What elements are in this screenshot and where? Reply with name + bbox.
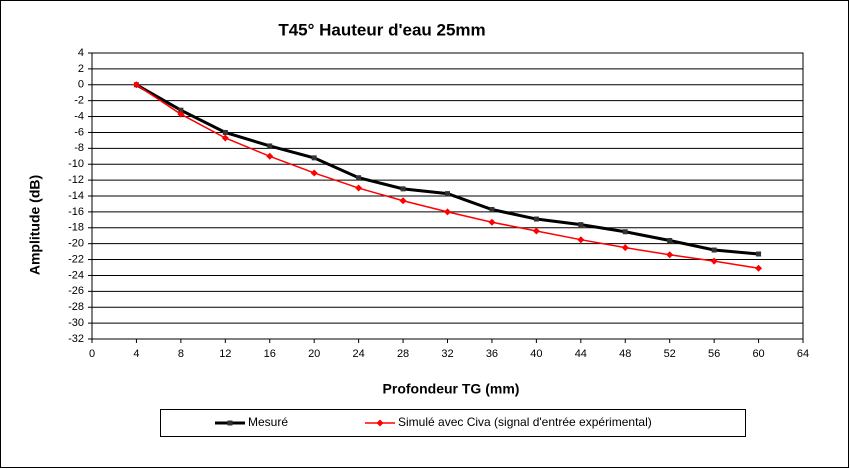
point bbox=[356, 175, 362, 181]
point bbox=[400, 186, 406, 192]
y-tick-label: 4 bbox=[78, 47, 84, 59]
legend-marker bbox=[227, 420, 233, 426]
x-tick-label: 4 bbox=[133, 348, 139, 360]
point bbox=[532, 227, 540, 235]
chart-title: T45° Hauteur d'eau 25mm bbox=[278, 20, 485, 39]
legend-label: Mesuré bbox=[248, 415, 288, 429]
point bbox=[710, 257, 718, 265]
legend bbox=[160, 409, 746, 437]
y-tick-label: -24 bbox=[68, 269, 84, 281]
x-tick-label: 0 bbox=[89, 348, 95, 360]
x-tick-label: 20 bbox=[308, 348, 320, 360]
x-tick-label: 28 bbox=[397, 348, 409, 360]
point bbox=[533, 216, 539, 222]
point bbox=[578, 222, 584, 228]
point bbox=[445, 191, 450, 197]
point bbox=[178, 107, 184, 113]
point bbox=[266, 152, 274, 160]
point bbox=[311, 155, 317, 161]
point bbox=[621, 244, 629, 252]
point bbox=[267, 143, 273, 149]
y-tick-label: 2 bbox=[78, 63, 84, 75]
y-tick-label: -30 bbox=[68, 317, 84, 329]
y-tick-label: -18 bbox=[68, 222, 84, 234]
x-tick-label: 32 bbox=[441, 348, 453, 360]
point bbox=[488, 218, 496, 226]
point bbox=[666, 251, 674, 259]
point bbox=[755, 264, 763, 272]
x-tick-label: 40 bbox=[530, 348, 542, 360]
x-tick-label: 24 bbox=[353, 348, 365, 360]
y-tick-label: -4 bbox=[74, 110, 84, 122]
x-tick-label: 8 bbox=[178, 348, 184, 360]
point bbox=[444, 208, 451, 216]
point bbox=[310, 169, 318, 177]
x-tick-label: 16 bbox=[264, 348, 276, 360]
y-tick-label: -8 bbox=[74, 142, 84, 154]
point bbox=[222, 129, 228, 135]
y-tick-label: -12 bbox=[68, 174, 84, 186]
point bbox=[221, 134, 229, 142]
point bbox=[177, 110, 185, 118]
legend-marker bbox=[376, 419, 384, 427]
x-tick-label: 60 bbox=[752, 348, 764, 360]
x-tick-label: 64 bbox=[797, 348, 809, 360]
y-tick-label: -2 bbox=[74, 95, 84, 107]
x-tick-label: 36 bbox=[486, 348, 498, 360]
point bbox=[577, 236, 585, 244]
y-tick-label: -14 bbox=[68, 190, 84, 202]
x-tick-label: 56 bbox=[708, 348, 720, 360]
y-tick-label: -6 bbox=[74, 126, 84, 138]
point bbox=[667, 237, 673, 243]
y-tick-label: -28 bbox=[68, 301, 84, 313]
y-tick-label: -10 bbox=[68, 158, 84, 170]
y-tick-label: -26 bbox=[68, 285, 84, 297]
point bbox=[622, 229, 628, 235]
point bbox=[399, 197, 407, 205]
legend-label: Simulé avec Civa (signal d'entrée expéri… bbox=[398, 415, 652, 429]
x-tick-label: 52 bbox=[664, 348, 676, 360]
y-axis-title: Amplitude (dB) bbox=[27, 175, 43, 275]
y-tick-label: -16 bbox=[68, 206, 84, 218]
x-tick-label: 48 bbox=[619, 348, 631, 360]
y-tick-label: -32 bbox=[68, 333, 84, 345]
x-tick-label: 12 bbox=[219, 348, 231, 360]
point bbox=[355, 184, 363, 192]
point bbox=[756, 251, 762, 257]
y-tick-label: 0 bbox=[78, 79, 84, 91]
y-tick-label: -22 bbox=[68, 253, 84, 265]
point bbox=[711, 247, 717, 253]
x-tick-label: 44 bbox=[575, 348, 587, 360]
point bbox=[489, 207, 495, 213]
y-tick-label: -20 bbox=[68, 238, 84, 250]
point bbox=[132, 81, 140, 89]
x-axis-title: Profondeur TG (mm) bbox=[383, 381, 520, 397]
